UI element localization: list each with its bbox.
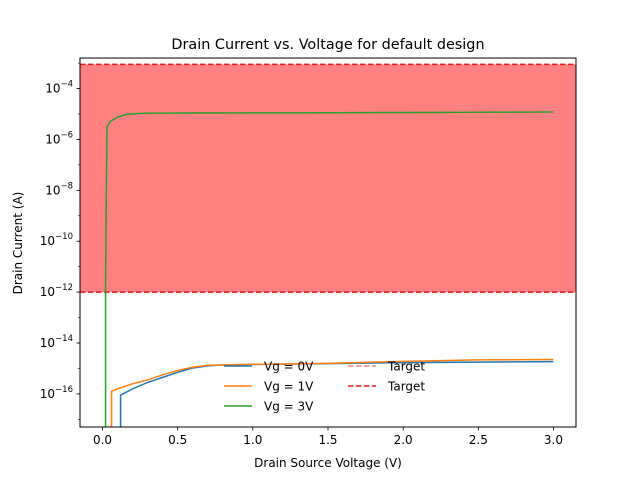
x-tick-label: 2.5: [469, 433, 488, 447]
series-line-1: [110, 358, 554, 427]
series-line-0: [119, 360, 554, 427]
series-line-2: [104, 111, 554, 427]
legend-label: Target: [387, 360, 425, 374]
y-tick-label: 10−14: [40, 334, 73, 350]
y-tick-label: 10−10: [40, 232, 73, 248]
x-tick-label: 1.0: [243, 433, 262, 447]
x-tick-label: 0.5: [168, 433, 187, 447]
series-layer: [104, 111, 554, 427]
y-tick-label: 10−8: [45, 181, 73, 197]
x-tick-label: 2.0: [394, 433, 413, 447]
legend-label: Vg = 0V: [264, 360, 314, 374]
y-axis-label: Drain Current (A): [11, 192, 25, 295]
y-axis-ticks: 10−16 10−14 10−12 10−10 10−8 10−6 10−4: [40, 62, 80, 420]
legend-label: Vg = 1V: [264, 380, 314, 394]
legend: Vg = 0V Vg = 1V Vg = 3V Target Target: [224, 360, 425, 414]
y-tick-label: 10−6: [45, 130, 73, 146]
x-axis-ticks: 0.0 0.5 1.0 1.5 2.0 2.5 3.0: [93, 427, 563, 447]
x-tick-label: 1.5: [318, 433, 337, 447]
x-tick-label: 3.0: [544, 433, 563, 447]
legend-label: Vg = 3V: [264, 400, 314, 414]
x-axis-label: Drain Source Voltage (V): [254, 456, 402, 470]
y-tick-label: 10−16: [40, 385, 73, 401]
y-tick-label: 10−12: [40, 283, 73, 299]
chart-title: Drain Current vs. Voltage for default de…: [171, 37, 484, 53]
target-band-fill: [80, 64, 576, 293]
y-tick-label: 10−4: [45, 80, 73, 96]
legend-label: Target: [387, 380, 425, 394]
target-band-layer: [80, 63, 576, 293]
x-tick-label: 0.0: [93, 433, 112, 447]
